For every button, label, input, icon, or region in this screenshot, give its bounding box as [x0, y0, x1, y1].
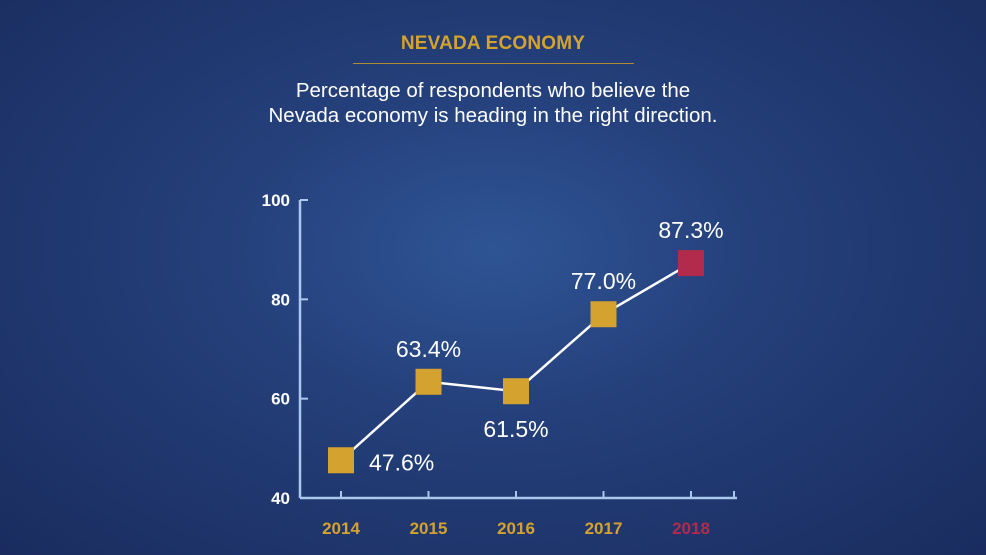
data-point-marker [415, 368, 442, 395]
x-tick-label: 2015 [410, 519, 448, 538]
x-tick-label: 2016 [497, 519, 535, 538]
x-tick-label: 2014 [322, 519, 360, 538]
series-markers [328, 250, 704, 474]
data-labels: 47.6% 63.4% 61.5% 77.0% 87.3% [369, 217, 724, 475]
title-divider [353, 63, 634, 64]
data-point-marker [328, 447, 354, 474]
subtitle-line-1: Percentage of respondents who believe th… [295, 79, 691, 102]
y-tick-label: 60 [271, 390, 290, 409]
data-label: 63.4% [396, 336, 461, 362]
data-label: 77.0% [571, 268, 636, 294]
y-tick-label: 40 [271, 489, 290, 508]
data-point-marker [590, 301, 617, 328]
data-point-marker [678, 250, 704, 277]
y-axis-ticks: 40 60 80 100 [262, 191, 308, 508]
x-tick-label: 2017 [585, 519, 623, 538]
chart-title: NEVADA ECONOMY [400, 33, 586, 54]
data-label: 87.3% [658, 217, 723, 243]
chart-axes [298, 200, 737, 500]
x-axis-ticks: 2014 2015 2016 2017 2018 [322, 491, 735, 538]
data-point-marker [503, 378, 529, 405]
data-label: 47.6% [369, 449, 434, 475]
x-tick-label: 2018 [672, 519, 710, 538]
data-label: 61.5% [483, 416, 548, 442]
y-tick-label: 100 [262, 191, 290, 210]
chart-subtitle: Percentage of respondents who believe th… [0, 78, 986, 128]
y-tick-label: 80 [271, 290, 290, 309]
subtitle-line-2: Nevada economy is heading in the right d… [268, 104, 718, 127]
